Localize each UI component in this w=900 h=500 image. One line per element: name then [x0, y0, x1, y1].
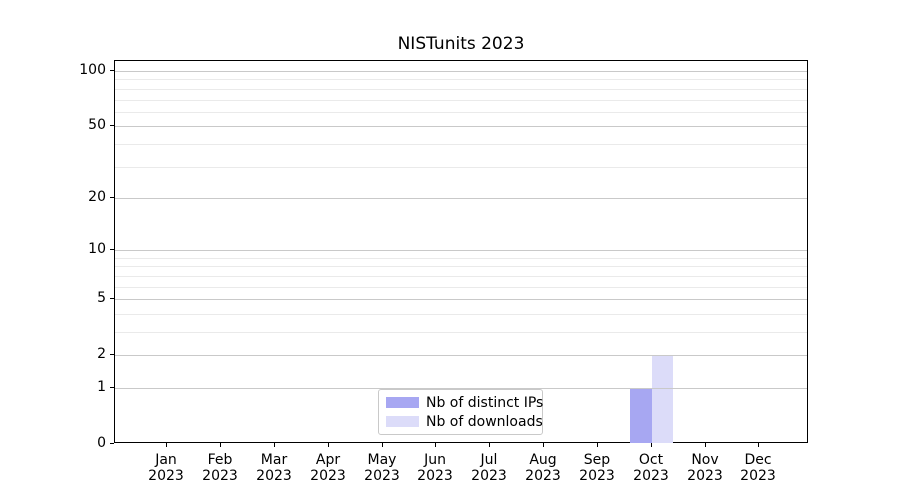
gridline-minor [115, 286, 807, 288]
x-tick-label: Apr 2023 [310, 452, 346, 484]
gridline-minor [115, 275, 807, 277]
y-tick-mark [110, 70, 114, 71]
plot-area [114, 60, 808, 443]
gridline-minor [115, 166, 807, 168]
gridline-major [115, 355, 807, 357]
x-tick-label: Sep 2023 [579, 452, 615, 484]
gridline-major [115, 126, 807, 128]
y-tick-mark [110, 249, 114, 250]
gridline-major [115, 250, 807, 252]
x-tick-mark [274, 443, 275, 447]
gridline-minor [115, 111, 807, 113]
x-tick-mark [435, 443, 436, 447]
chart-title: NISTunits 2023 [397, 34, 525, 54]
y-tick-mark [110, 354, 114, 355]
legend-swatch-distinct-ips [386, 397, 419, 408]
y-tick-label: 0 [97, 435, 106, 451]
x-tick-label: Jun 2023 [417, 452, 453, 484]
gridline-major [115, 388, 807, 389]
gridline-major [115, 197, 807, 199]
y-tick-label: 20 [88, 189, 106, 205]
y-tick-label: 5 [97, 290, 106, 306]
gridline-minor [115, 88, 807, 90]
bar-downloads-oct-2023 [651, 355, 674, 443]
x-tick-mark [543, 443, 544, 447]
x-tick-label: Dec 2023 [740, 452, 776, 484]
gridline-minor [115, 79, 807, 81]
x-tick-label: May 2023 [364, 452, 400, 484]
legend-label-distinct-ips: Nb of distinct IPs [426, 394, 544, 411]
x-tick-mark [382, 443, 383, 447]
gridline-minor [115, 313, 807, 315]
x-tick-mark [651, 443, 652, 447]
y-tick-label: 1 [97, 379, 106, 395]
y-tick-mark [110, 387, 114, 388]
y-tick-label: 10 [88, 241, 106, 257]
x-tick-mark [220, 443, 221, 447]
x-tick-mark [489, 443, 490, 447]
y-tick-label: 100 [79, 62, 106, 78]
gridline-major [115, 71, 807, 72]
x-tick-label: Oct 2023 [633, 452, 669, 484]
legend-item-distinct-ips: Nb of distinct IPs [386, 395, 543, 411]
y-tick-mark [110, 125, 114, 126]
gridline-minor [115, 257, 807, 259]
x-tick-mark [705, 443, 706, 447]
x-tick-label: Mar 2023 [256, 452, 292, 484]
y-tick-mark [110, 443, 114, 444]
y-tick-label: 2 [97, 346, 106, 362]
gridline-major [115, 299, 807, 301]
x-tick-mark [758, 443, 759, 447]
legend: Nb of distinct IPs Nb of downloads [378, 389, 543, 435]
x-tick-mark [328, 443, 329, 447]
x-tick-label: Aug 2023 [525, 452, 561, 484]
x-tick-mark [166, 443, 167, 447]
legend-item-downloads: Nb of downloads [386, 414, 543, 430]
x-tick-mark [597, 443, 598, 447]
x-tick-label: Jul 2023 [471, 452, 507, 484]
y-tick-label: 50 [88, 117, 106, 133]
x-tick-label: Feb 2023 [202, 452, 238, 484]
gridline-minor [115, 99, 807, 101]
gridline-minor [115, 143, 807, 145]
legend-swatch-downloads [386, 416, 419, 427]
x-tick-label: Jan 2023 [148, 452, 184, 484]
y-tick-mark [110, 298, 114, 299]
y-tick-mark [110, 197, 114, 198]
gridline-minor [115, 332, 807, 333]
bar-distinct-ips-oct-2023 [630, 388, 652, 443]
x-tick-label: Nov 2023 [687, 452, 723, 484]
gridline-minor [115, 266, 807, 268]
legend-label-downloads: Nb of downloads [426, 413, 543, 430]
